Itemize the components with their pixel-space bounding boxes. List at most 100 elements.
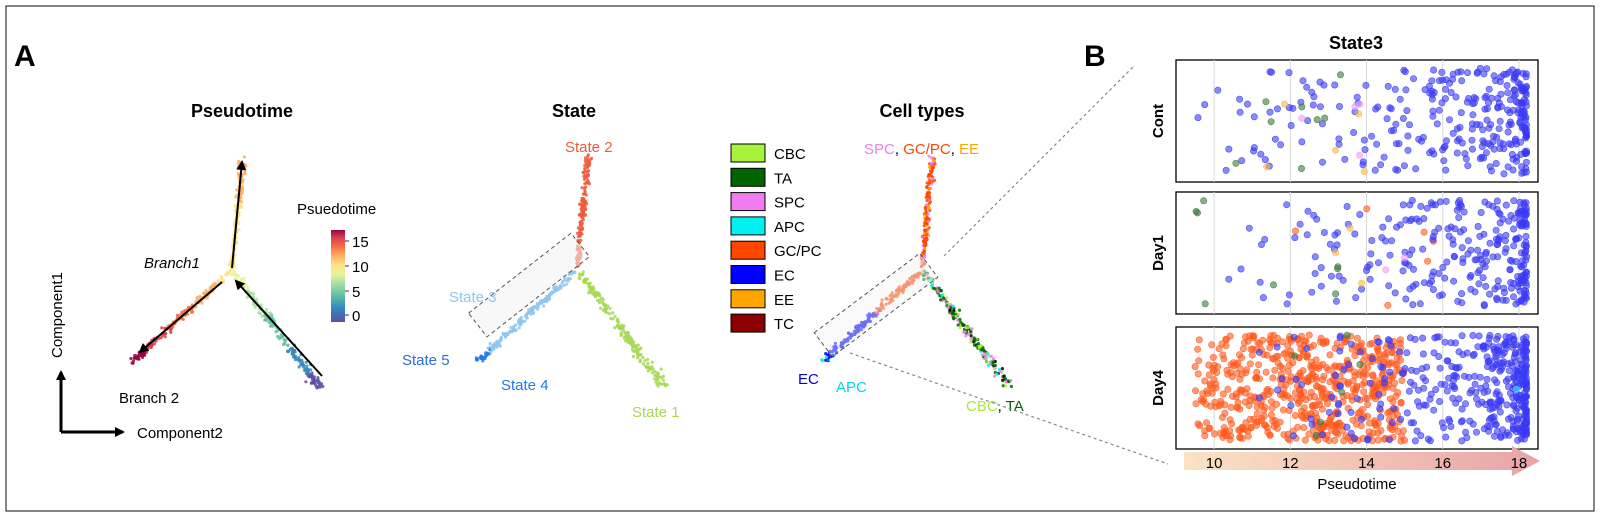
facet-point-gcpc xyxy=(1331,362,1339,370)
celltype-cell xyxy=(932,158,936,162)
state-cell xyxy=(531,308,535,312)
facet-point-ec xyxy=(1414,398,1422,406)
pseudotime-cell xyxy=(163,335,167,339)
celltype-cell xyxy=(964,326,968,330)
celltype-cell xyxy=(912,279,916,283)
legend-label-spc: SPC xyxy=(774,195,805,212)
pseudotime-cell xyxy=(228,268,232,273)
facet-point-gcpc xyxy=(1384,409,1392,417)
state-cell xyxy=(638,347,642,351)
state-cell xyxy=(628,340,632,344)
facet-point-ec xyxy=(1380,379,1388,387)
facet-point-gcpc xyxy=(1203,419,1211,427)
facet-point-ec xyxy=(1509,106,1517,114)
facet-point-gcpc xyxy=(1287,347,1295,355)
celltype-cell xyxy=(880,304,885,308)
state-cell xyxy=(517,326,521,330)
facet-point-ta xyxy=(1356,360,1364,368)
facet-point-gcpc xyxy=(1364,401,1372,409)
facet-point-ec xyxy=(1406,285,1414,293)
facet-point-ec xyxy=(1458,332,1466,340)
facet-point-ec xyxy=(1274,105,1282,113)
facet-point-ec xyxy=(1502,201,1510,209)
facet-point-ec xyxy=(1442,166,1450,174)
celltype-cell xyxy=(925,181,929,185)
facet-point-ta xyxy=(1267,118,1275,126)
facet-point-ec xyxy=(1506,266,1514,274)
facet-point-ec xyxy=(1493,296,1501,304)
facet-point-gcpc xyxy=(1236,433,1244,441)
facet-point-ec xyxy=(1250,113,1258,121)
pseudotime-cell xyxy=(304,380,308,384)
facet-point-ec xyxy=(1427,390,1435,398)
facet-point-ta xyxy=(1291,352,1299,360)
celltype-cell xyxy=(875,311,879,315)
celltype-cell xyxy=(866,313,870,317)
colorbar-tick-5: 5 xyxy=(352,284,360,301)
annot-apc: APC xyxy=(836,379,867,396)
facet-point-ec xyxy=(1418,137,1426,145)
facet-point-ec xyxy=(1447,89,1455,97)
celltype-cell xyxy=(979,344,984,348)
facet-point-ec xyxy=(1420,279,1428,287)
facet-point-gcpc xyxy=(1285,361,1293,369)
facet-point-ec xyxy=(1520,96,1528,104)
celltype-cell xyxy=(922,274,926,278)
component1-label: Component1 xyxy=(49,272,66,358)
facet-point-ec xyxy=(1490,363,1498,371)
state-cell xyxy=(547,294,551,298)
facet-point-ec xyxy=(1429,112,1437,120)
facet-point-gcpc xyxy=(1396,339,1404,347)
facet-point-ec xyxy=(1468,125,1476,133)
celltype-cell xyxy=(976,342,981,346)
facet-point-gcpc xyxy=(1268,404,1276,412)
facet-point-ta xyxy=(1298,103,1306,111)
facet-point-ec xyxy=(1510,197,1518,205)
facet-point-ec xyxy=(1475,400,1483,408)
facet-point-gcpc xyxy=(1269,374,1277,382)
facet-point-gcpc xyxy=(1341,338,1349,346)
pseudotime-cell xyxy=(242,155,246,159)
state-cell xyxy=(514,323,518,327)
pseudotime-cell xyxy=(141,351,145,355)
facet-point-gcpc xyxy=(1287,394,1295,402)
pseudotime-cell xyxy=(275,329,280,333)
facet-point-ec xyxy=(1458,244,1466,252)
celltype-bottom-annotation: CBC, TA xyxy=(966,398,1024,415)
facet-point-gcpc xyxy=(1369,392,1377,400)
facet-point-spc xyxy=(1356,151,1364,159)
annot-gcpc: GC/PC xyxy=(903,141,951,158)
pseudotime-cell xyxy=(305,371,309,375)
legend-swatch-tc xyxy=(730,313,766,333)
facet-point-ec xyxy=(1497,396,1505,404)
facet-point-ec xyxy=(1484,140,1492,148)
pseudotime-cell xyxy=(242,276,246,281)
legend-swatch-cbc xyxy=(730,143,766,163)
facet-point-gcpc xyxy=(1195,336,1203,344)
facet-point-gcpc xyxy=(1217,397,1225,405)
facet-point-ec xyxy=(1500,284,1508,292)
facet-point-ec xyxy=(1266,68,1274,76)
celltype-cell xyxy=(1009,379,1013,383)
facet-point-ec xyxy=(1406,121,1414,129)
facet-point-ec xyxy=(1492,226,1500,234)
state-cell xyxy=(639,353,643,357)
pseudotime-cell xyxy=(226,271,230,275)
facet-point-spc xyxy=(1382,266,1390,274)
facet-point-ta xyxy=(1201,300,1209,308)
facet-point-ec xyxy=(1476,373,1484,381)
facet-point-ta xyxy=(1312,431,1320,439)
celltype-cell xyxy=(896,292,901,296)
facet-point-ec xyxy=(1261,236,1269,244)
celltype-cell xyxy=(856,329,860,333)
state-cell xyxy=(587,291,591,295)
facet-point-ec xyxy=(1442,433,1450,441)
facet-point-gcpc xyxy=(1353,420,1361,428)
pseudotime-cell xyxy=(306,369,310,373)
facet-point-ec xyxy=(1521,248,1529,256)
facet-point-ec xyxy=(1458,139,1466,147)
celltype-cell xyxy=(998,370,1003,374)
celltype-cell xyxy=(1000,367,1005,371)
x-tick-label-10: 10 xyxy=(1206,455,1223,472)
facet-point-ec xyxy=(1441,381,1449,389)
